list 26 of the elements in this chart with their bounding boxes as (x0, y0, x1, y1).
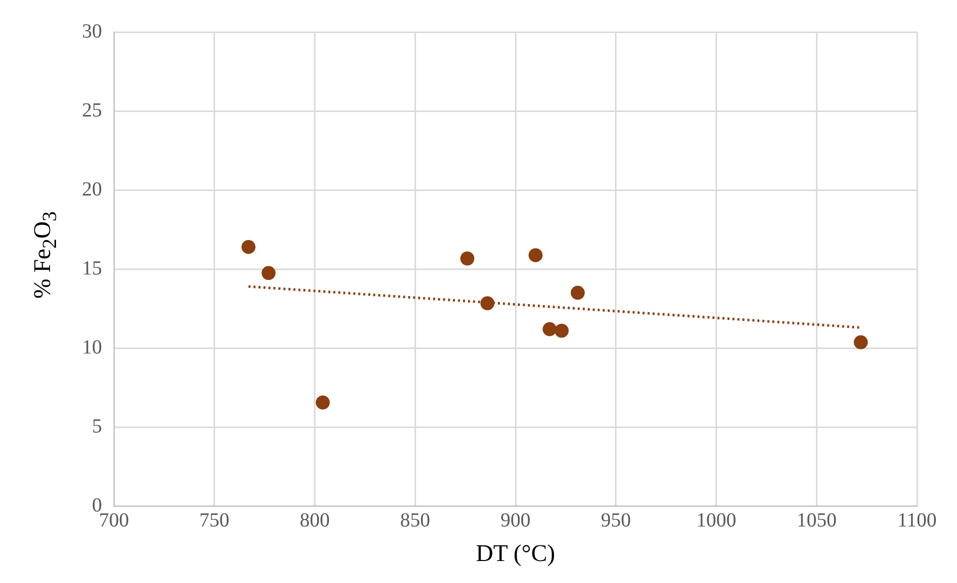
x-tick-label: 750 (199, 509, 230, 532)
point (242, 240, 256, 254)
point (460, 252, 474, 266)
x-tick-label: 950 (600, 509, 631, 532)
x-tick-label: 800 (300, 509, 330, 532)
x-tick-label: 900 (500, 509, 530, 532)
point (262, 266, 276, 280)
y-tick-label: 20 (82, 178, 102, 200)
x-tick-label: 700 (99, 509, 129, 532)
x-tick-label: 1100 (897, 509, 937, 532)
point (480, 296, 494, 310)
y-tick-label: 5 (92, 415, 102, 438)
y-tick-label: 30 (82, 20, 102, 42)
x-tick-label: 1000 (696, 509, 736, 532)
point (854, 335, 868, 350)
point (554, 324, 569, 338)
x-axis-title: DT (°C) (476, 540, 556, 567)
point (570, 286, 585, 300)
y-tick-label: 25 (82, 99, 102, 122)
y-tick-label: 10 (82, 336, 102, 358)
x-tick-label: 1050 (796, 509, 837, 532)
point (528, 248, 543, 262)
y-tick-label: 15 (82, 257, 102, 280)
x-tick-label: 850 (400, 509, 430, 532)
point (316, 396, 330, 410)
point (542, 322, 557, 336)
